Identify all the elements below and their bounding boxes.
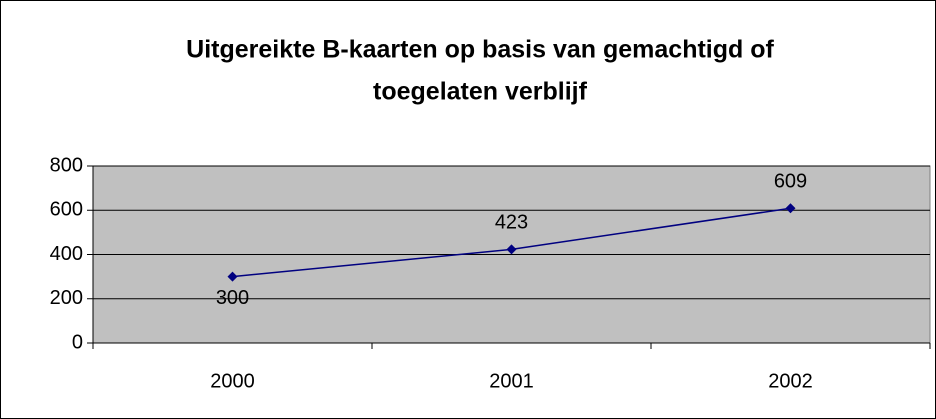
data-label: 609: [774, 171, 807, 193]
x-tick-label: 2000: [210, 370, 255, 392]
x-tick-label: 2001: [489, 370, 534, 392]
data-label: 300: [216, 287, 249, 309]
data-label: 423: [495, 212, 528, 234]
data-point: [785, 203, 796, 214]
y-tick-label: 600: [50, 199, 83, 221]
y-tick-label: 400: [50, 243, 83, 265]
y-tick-label: 0: [72, 331, 83, 353]
chart-title: Uitgereikte B-kaarten op basis van gemac…: [186, 36, 774, 64]
data-point: [227, 271, 238, 282]
y-tick-label: 800: [50, 154, 83, 176]
chart-title: toegelaten verblijf: [373, 78, 588, 106]
data-point: [506, 244, 517, 255]
y-tick-label: 200: [50, 287, 83, 309]
x-tick-label: 2002: [768, 370, 813, 392]
